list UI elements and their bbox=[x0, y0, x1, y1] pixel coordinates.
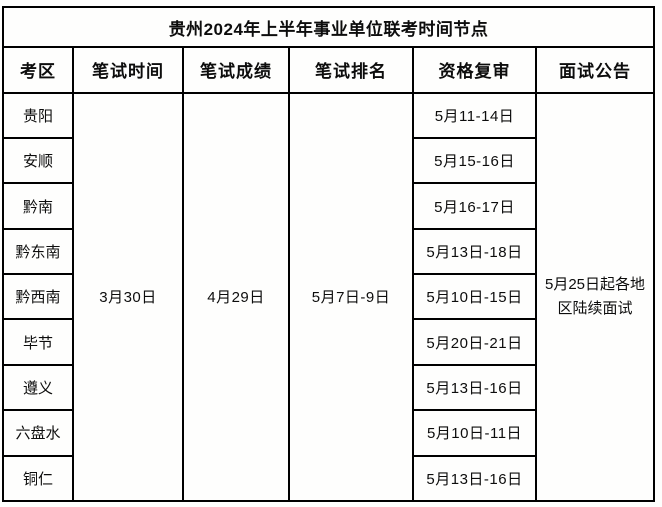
written-exam-rank-cell: 5月7日-9日 bbox=[288, 91, 414, 503]
column-header-region: 考区 bbox=[2, 46, 74, 94]
review-cell: 5月13日-18日 bbox=[412, 227, 537, 276]
region-cell: 六盘水 bbox=[2, 409, 74, 457]
review-cell: 5月13日-16日 bbox=[412, 363, 537, 412]
region-cell: 遵义 bbox=[2, 363, 74, 412]
table-row: 贵阳 3月30日 4月29日 5月7日-9日 5月11-14日 5月25日起各地… bbox=[2, 91, 656, 503]
column-header-written-rank: 笔试排名 bbox=[288, 46, 414, 94]
table-title-row: 贵州2024年上半年事业单位联考时间节点 bbox=[1, 5, 656, 49]
written-exam-time-cell: 3月30日 bbox=[72, 91, 184, 503]
review-cell: 5月15-16日 bbox=[412, 137, 537, 185]
column-header-written-time: 笔试时间 bbox=[72, 46, 184, 94]
region-cell: 铜仁 bbox=[2, 454, 74, 503]
table-row: 黔南 5月16-17日 bbox=[2, 182, 654, 230]
table-row: 铜仁 5月13日-16日 bbox=[2, 454, 654, 503]
table-row: 毕节 5月20日-21日 bbox=[2, 318, 654, 366]
region-cell: 毕节 bbox=[2, 318, 74, 366]
interview-notice-cell: 5月25日起各地区陆续面试 bbox=[534, 91, 656, 503]
review-cell: 5月10日-11日 bbox=[412, 409, 537, 457]
region-cell: 黔南 bbox=[2, 182, 74, 230]
table-row: 六盘水 5月10日-11日 bbox=[2, 409, 654, 457]
review-cell: 5月16-17日 bbox=[412, 182, 537, 230]
exam-schedule-table: 贵州2024年上半年事业单位联考时间节点 考区 笔试时间 笔试成绩 笔试排名 资… bbox=[1, 5, 656, 503]
written-exam-score-cell: 4月29日 bbox=[182, 91, 290, 503]
region-cell: 黔西南 bbox=[2, 273, 74, 321]
table-row: 黔西南 5月10日-15日 bbox=[2, 273, 654, 321]
region-cell: 贵阳 bbox=[2, 91, 74, 140]
column-header-interview: 面试公告 bbox=[534, 46, 656, 94]
review-cell: 5月20日-21日 bbox=[412, 318, 537, 366]
table-title: 贵州2024年上半年事业单位联考时间节点 bbox=[1, 5, 656, 49]
column-header-review: 资格复审 bbox=[412, 46, 537, 94]
review-cell: 5月13日-16日 bbox=[412, 454, 537, 503]
review-cell: 5月11-14日 bbox=[412, 91, 537, 140]
table-row: 遵义 5月13日-16日 bbox=[2, 363, 654, 412]
table-row: 黔东南 5月13日-18日 bbox=[2, 227, 654, 276]
region-cell: 黔东南 bbox=[2, 227, 74, 276]
table-header-row: 考区 笔试时间 笔试成绩 笔试排名 资格复审 面试公告 bbox=[2, 46, 656, 94]
review-cell: 5月10日-15日 bbox=[412, 273, 537, 321]
column-header-written-score: 笔试成绩 bbox=[182, 46, 290, 94]
table-row: 安顺 5月15-16日 bbox=[2, 137, 654, 185]
region-cell: 安顺 bbox=[2, 137, 74, 185]
